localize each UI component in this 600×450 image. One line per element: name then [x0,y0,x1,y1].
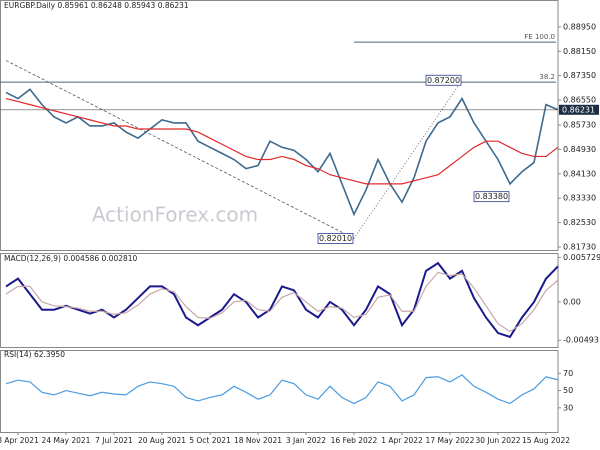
y-tick-label: 0.88150 [563,47,596,56]
x-tick-label: 18 Nov 2021 [234,436,282,445]
y-tick-label: 0.84130 [563,169,596,178]
x-tick-label: 30 Jun 2022 [475,436,520,445]
y-tick-label: 0.83330 [563,194,596,203]
y-tick-label: 0.86550 [563,96,596,105]
y-tick-label: 30 [563,403,573,412]
y-tick-label: -0.00493 [563,336,599,345]
panel-title: RSI(14) 62.3950 [4,350,65,359]
x-tick-label: 1 Apr 2022 [381,436,423,445]
annotation-box [425,74,462,86]
series-line [5,271,559,333]
x-tick-label: 5 Oct 2021 [189,436,231,445]
series-line [5,88,559,217]
series-line [5,374,559,405]
y-tick-label: 70 [563,369,573,378]
panel-frame [0,350,559,433]
y-tick-label: 0.81730 [563,242,596,251]
panel-title: EURGBP.Daily 0.85961 0.86248 0.85943 0.8… [4,1,189,10]
y-tick-label: 0.88950 [563,22,596,31]
trendline [353,80,463,239]
x-tick-label: 16 Feb 2022 [331,436,378,445]
x-tick-label: 7 Jul 2021 [95,436,133,445]
x-tick-label: 17 May 2022 [426,436,475,445]
panel-title: MACD(12,26,9) 0.004586 0.002810 [4,254,138,263]
y-tick-label: 50 [563,386,573,395]
series-line [5,97,559,185]
panel-frame [0,253,559,348]
last-price-box [559,104,599,115]
annotation-box [473,191,510,203]
y-tick-label: 0.00 [563,297,581,306]
annotation-box [317,233,354,244]
y-tick-label: 0.84930 [563,145,596,154]
y-tick-label: 0.005729 [563,253,600,262]
level-label: 38.2 [539,73,555,81]
trendline [5,60,355,239]
y-tick-label: 0.82530 [563,218,596,227]
level-label: FE 100.0 [524,33,555,41]
last-price-label: 0.86231 [562,105,595,114]
annotation-label: 0.82010 [319,234,352,243]
x-tick-label: 20 Aug 2021 [138,436,186,445]
watermark: ActionForex.com [92,203,258,227]
x-tick-label: 8 Apr 2021 [0,436,39,445]
annotation-label: 0.83380 [475,192,508,201]
x-tick-label: 24 May 2021 [42,436,91,445]
x-tick-label: 15 Aug 2022 [522,436,570,445]
x-tick-label: 3 Jan 2022 [286,436,326,445]
annotation-label: 0.87200 [427,76,460,85]
y-tick-label: 0.87350 [563,71,596,80]
y-tick-label: 0.85730 [563,121,596,130]
